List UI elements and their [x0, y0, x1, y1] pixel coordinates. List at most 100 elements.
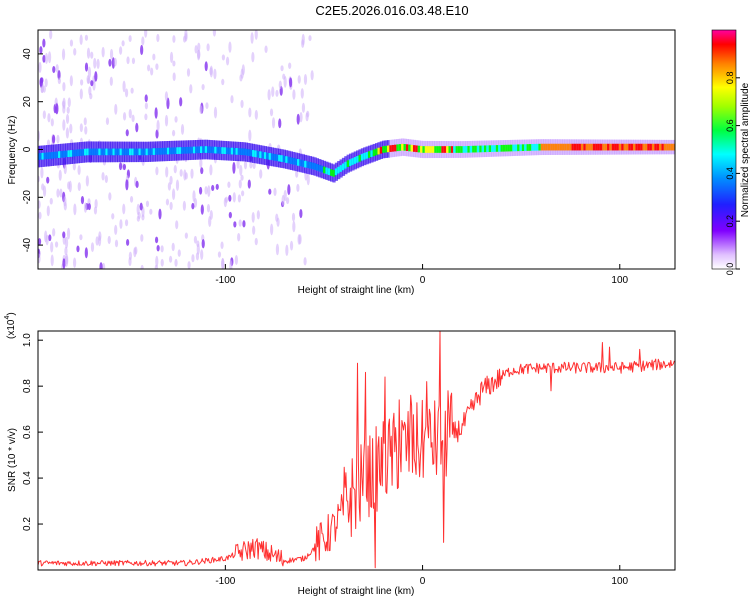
spectrogram-band-core — [510, 144, 514, 152]
spectrogram-speckle — [44, 52, 49, 65]
spectrogram-band-core — [126, 148, 130, 156]
spectrogram-speckle — [205, 102, 209, 110]
spectrogram-speckle — [64, 255, 69, 267]
spectrogram-speckle — [275, 243, 280, 256]
spectrogram-band-core — [479, 145, 483, 153]
spectrogram-band-core — [554, 143, 558, 151]
spectrogram-speckle — [84, 126, 88, 135]
spectrogram-y-axis-label: Frequency (Hz) — [7, 116, 18, 185]
spectrogram-band-core — [578, 143, 582, 151]
spectrogram-speckle — [64, 246, 68, 256]
spectrogram-speckle — [124, 88, 129, 98]
snr-multiplier-base: (x10 — [6, 319, 17, 339]
spectrogram-speckle — [147, 64, 151, 72]
spectrogram-speckle — [158, 208, 162, 220]
spectrogram-band-core — [349, 159, 353, 166]
colorbar-tick-label: 0.6 — [725, 119, 735, 132]
spectrogram-band-core — [55, 151, 59, 159]
spectrogram-speckle — [79, 34, 83, 46]
spectrogram-speckle — [77, 164, 81, 176]
spectrogram-band-core — [247, 149, 251, 156]
spectrogram-band-core — [278, 154, 282, 162]
spectrogram-speckle — [119, 46, 123, 55]
spectrogram-speckle — [247, 179, 251, 189]
spectrogram-band-core — [95, 148, 99, 156]
spectrogram-speckle — [38, 61, 42, 73]
spectrogram-speckle — [73, 203, 77, 216]
spectrogram-band-core — [256, 150, 260, 158]
spectrogram-band-core — [481, 145, 485, 153]
spectrogram-band-core — [183, 146, 187, 154]
spectrogram-band-core — [365, 152, 369, 159]
spectrogram-speckle — [154, 107, 158, 119]
spectrogram-speckle — [182, 200, 186, 211]
spectrogram-speckle — [177, 249, 181, 257]
spectrogram-speckle — [225, 56, 230, 66]
spectrogram-band-core — [372, 149, 376, 157]
spectrogram-speckle — [79, 88, 83, 100]
snr-series-line — [38, 331, 675, 569]
spectrogram-band-core — [628, 143, 632, 151]
spectrogram-band-core — [327, 168, 331, 176]
spectrogram-speckle — [155, 63, 159, 71]
spectrogram-speckle — [308, 35, 312, 42]
spectrogram-band-core — [408, 144, 412, 152]
spectrogram-speckle — [133, 247, 137, 258]
snr-x-tick-label: 0 — [420, 576, 426, 587]
spectrogram-band-core — [143, 148, 147, 156]
spectrogram-speckle — [227, 181, 231, 188]
spectrogram-speckle — [65, 113, 70, 124]
spectrogram-speckle — [50, 118, 54, 127]
spectrogram-speckle — [220, 241, 224, 250]
spectrogram-band-core — [162, 147, 166, 155]
spectrogram-band-core — [119, 148, 123, 156]
spectrogram-band-core — [334, 168, 338, 176]
spectrogram-band-core — [84, 148, 88, 156]
spectrogram-band-core — [211, 146, 215, 154]
spectrogram-speckle — [160, 258, 164, 267]
spectrogram-y-tick-label: -20 — [22, 190, 33, 205]
spectrogram-band-core — [654, 143, 658, 151]
spectrogram-speckle — [59, 188, 63, 198]
spectrogram-speckle — [72, 257, 77, 268]
spectrogram-band-core — [528, 144, 532, 151]
spectrogram-speckle — [122, 163, 127, 171]
spectrogram-band-core — [460, 146, 464, 153]
spectrogram-speckle — [61, 48, 66, 61]
spectrogram-band-core — [356, 156, 360, 163]
spectrogram-marks — [38, 30, 675, 269]
spectrogram-band-core — [512, 144, 516, 152]
snr-x-ticks: -100 0 100 — [215, 565, 629, 587]
spectrogram-speckle — [228, 41, 232, 53]
spectrogram-speckle — [209, 164, 213, 176]
spectrogram-speckle — [111, 213, 115, 220]
figure-title: C2E5.2026.016.03.48.E10 — [315, 3, 468, 18]
spectrogram-speckle — [287, 184, 291, 196]
spectrogram-speckle — [62, 97, 66, 109]
snr-x-tick-label: 100 — [611, 576, 628, 587]
spectrogram-speckle — [105, 117, 110, 126]
spectrogram-speckle — [83, 117, 87, 126]
spectrogram-speckle — [62, 258, 66, 269]
spectrogram-speckle — [154, 236, 159, 244]
spectrogram-band-core — [434, 146, 438, 153]
spectrogram-band-core — [659, 143, 663, 151]
spectrogram-speckle — [221, 78, 225, 86]
spectrogram-speckle — [95, 236, 99, 246]
spectrogram-speckle — [301, 39, 305, 48]
spectrogram-band-core — [592, 143, 596, 151]
spectrogram-band-core — [230, 147, 234, 155]
spectrogram-speckle — [282, 73, 286, 80]
spectrogram-speckle — [174, 258, 178, 267]
spectrogram-band-core — [616, 143, 620, 151]
spectrogram-band-core — [360, 153, 364, 161]
spectrogram-band-core — [557, 143, 561, 151]
spectrogram-band-core — [597, 143, 601, 151]
spectrogram-speckle — [248, 107, 252, 118]
spectrogram-speckle — [182, 35, 187, 43]
spectrogram-band-core — [663, 143, 667, 151]
spectrogram-band-core — [306, 161, 310, 169]
spectrogram-speckle — [76, 245, 80, 253]
spectrogram-band-core — [550, 143, 554, 151]
spectrogram-band-core — [178, 147, 182, 154]
